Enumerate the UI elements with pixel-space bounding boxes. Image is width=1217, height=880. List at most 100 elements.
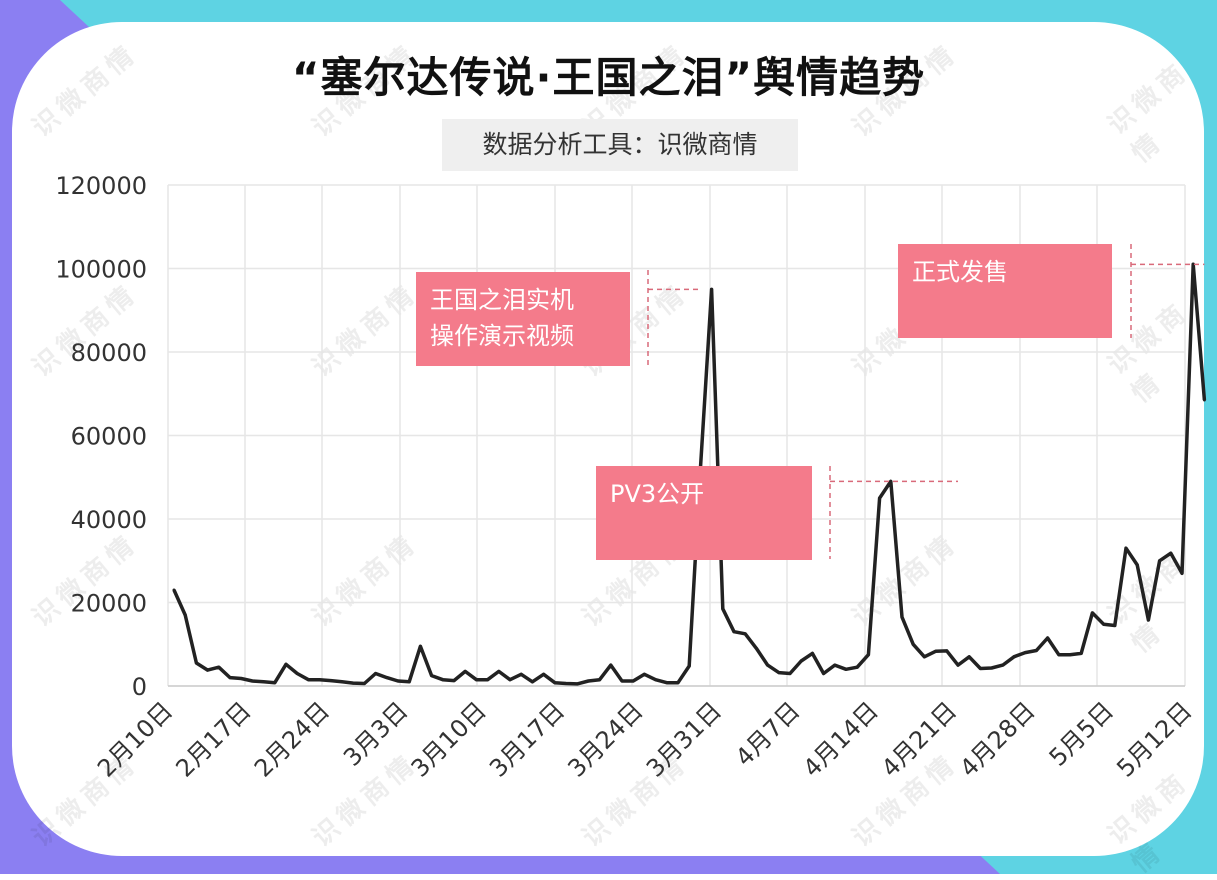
- data-point: [609, 663, 613, 667]
- annotation-box: 正式发售: [898, 244, 1112, 338]
- x-tick-label: 4月28日: [955, 696, 1041, 782]
- y-tick-label: 100000: [55, 256, 147, 284]
- data-point: [284, 662, 288, 666]
- y-tick-label: 60000: [71, 423, 147, 451]
- data-point: [586, 679, 590, 683]
- data-point: [172, 588, 176, 592]
- data-point: [1057, 653, 1061, 657]
- x-tick-label: 3月3日: [338, 696, 413, 771]
- data-point: [754, 646, 758, 650]
- data-point: [1191, 262, 1195, 266]
- data-point: [519, 672, 523, 676]
- x-tick-label: 2月17日: [171, 696, 257, 782]
- data-point: [1158, 559, 1162, 563]
- data-point: [1068, 653, 1072, 657]
- data-point: [463, 669, 467, 673]
- data-point: [732, 630, 736, 634]
- annotation-text: 操作演示视频: [430, 322, 574, 350]
- chart-subtitle: 数据分析工具：识微商情: [442, 119, 798, 171]
- data-point: [978, 666, 982, 670]
- data-point: [542, 672, 546, 676]
- data-point: [1090, 611, 1094, 615]
- data-point: [1012, 655, 1016, 659]
- data-point: [183, 613, 187, 617]
- annotation-box: 王国之泪实机 操作演示视频: [416, 272, 630, 366]
- data-point: [710, 287, 714, 291]
- data-point: [553, 681, 557, 685]
- annotation-box: PV3公开: [596, 466, 812, 560]
- data-point: [620, 679, 624, 683]
- data-point: [530, 680, 534, 684]
- data-point: [273, 681, 277, 685]
- x-tick-label: 5月5日: [1044, 696, 1119, 771]
- data-point: [631, 679, 635, 683]
- data-point: [642, 672, 646, 676]
- data-point: [777, 671, 781, 675]
- data-point: [318, 678, 322, 682]
- data-point: [474, 678, 478, 682]
- data-point: [262, 680, 266, 684]
- data-point: [1046, 636, 1050, 640]
- data-point: [564, 681, 568, 685]
- data-point: [788, 671, 792, 675]
- data-point: [206, 668, 210, 672]
- data-point: [1180, 571, 1184, 575]
- data-point: [945, 649, 949, 653]
- data-point: [1202, 398, 1206, 402]
- data-point: [721, 607, 725, 611]
- data-point: [362, 681, 366, 685]
- data-point: [329, 679, 333, 683]
- data-point: [1023, 651, 1027, 655]
- data-point: [306, 678, 310, 682]
- x-tick-label: 2月10日: [92, 696, 178, 782]
- data-point: [486, 678, 490, 682]
- data-point: [833, 663, 837, 667]
- data-point: [217, 665, 221, 669]
- data-point: [385, 676, 389, 680]
- data-point: [295, 671, 299, 675]
- annotation-text: 正式发售: [912, 258, 1008, 286]
- data-point: [855, 665, 859, 669]
- data-point: [239, 676, 243, 680]
- data-point: [822, 671, 826, 675]
- data-point: [889, 479, 893, 483]
- y-tick-label: 20000: [71, 590, 147, 618]
- data-point: [743, 632, 747, 636]
- x-tick-label: 4月14日: [798, 696, 884, 782]
- y-tick-label: 40000: [71, 506, 147, 534]
- x-tick-label: 3月24日: [563, 696, 649, 782]
- data-point: [934, 649, 938, 653]
- data-point: [441, 678, 445, 682]
- data-point: [598, 678, 602, 682]
- data-point: [956, 663, 960, 667]
- y-tick-label: 0: [132, 673, 147, 701]
- data-point: [654, 678, 658, 682]
- data-point: [228, 676, 232, 680]
- data-point: [911, 642, 915, 646]
- data-point: [1146, 618, 1150, 622]
- data-point: [396, 679, 400, 683]
- data-point: [1113, 623, 1117, 627]
- data-point: [250, 679, 254, 683]
- y-tick-label: 80000: [71, 339, 147, 367]
- data-point: [1001, 663, 1005, 667]
- x-tick-label: 5月12日: [1111, 696, 1197, 782]
- data-point: [1102, 622, 1106, 626]
- x-tick-label: 3月10日: [406, 696, 492, 782]
- annotation-text: PV3公开: [610, 480, 705, 508]
- data-point: [351, 681, 355, 685]
- x-tick-label: 4月21日: [876, 696, 962, 782]
- data-point: [687, 664, 691, 668]
- data-point: [900, 615, 904, 619]
- data-point: [1034, 649, 1038, 653]
- data-point: [990, 666, 994, 670]
- data-point: [374, 671, 378, 675]
- data-point: [844, 667, 848, 671]
- x-tick-label: 2月24日: [249, 696, 335, 782]
- data-point: [194, 661, 198, 665]
- data-point: [418, 644, 422, 648]
- data-point: [799, 659, 803, 663]
- data-point: [1124, 546, 1128, 550]
- data-point: [575, 682, 579, 686]
